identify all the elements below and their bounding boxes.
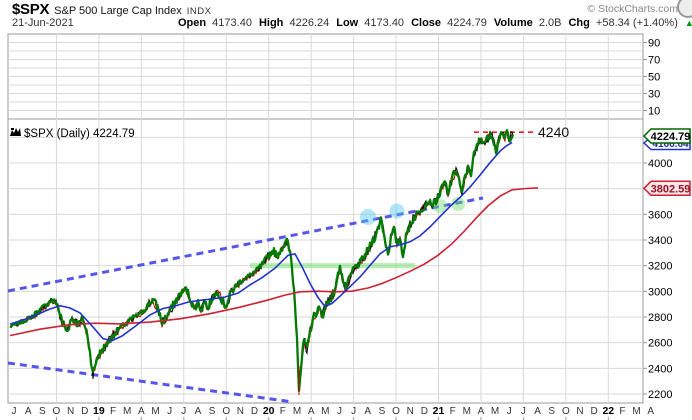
price-level-label: 4240 [538, 124, 569, 140]
svg-text:70: 70 [648, 55, 660, 67]
symbol-label[interactable]: $SPX [12, 1, 50, 18]
svg-text:M: M [491, 406, 499, 417]
svg-text:S: S [548, 406, 555, 417]
svg-text:21: 21 [433, 405, 445, 417]
quote-row: 21-Jun-2021 Open 4173.40 High 4226.24 Low 4… [12, 17, 692, 32]
svg-text:4000: 4000 [648, 158, 672, 170]
svg-text:J: J [167, 406, 172, 417]
svg-text:N: N [67, 406, 74, 417]
svg-text:A: A [25, 406, 32, 417]
svg-text:3802.59: 3802.59 [651, 183, 691, 195]
axis-callout-last-price: 4224.79 [642, 128, 691, 144]
upper-broadening-line [7, 196, 484, 293]
svg-text:D: D [251, 406, 258, 417]
svg-text:N: N [407, 406, 414, 417]
svg-text:M: M [151, 406, 159, 417]
axis-callout-ma200: 3802.59 [642, 180, 691, 197]
price-line [9, 129, 515, 393]
svg-text:F: F [280, 406, 286, 417]
change-up-icon: ▲ [684, 18, 692, 28]
svg-text:O: O [392, 406, 400, 417]
quote-date: 21-Jun-2021 [12, 17, 74, 29]
svg-text:3200: 3200 [648, 261, 672, 273]
svg-text:A: A [308, 406, 315, 417]
quote-close: Close 4224.79 [411, 17, 487, 29]
svg-text:F: F [450, 406, 456, 417]
svg-text:90: 90 [648, 38, 660, 50]
highlight-circle [451, 197, 465, 211]
quote-strip: Open 4173.40 High 4226.24 Low 4173.40 Close… [178, 17, 692, 29]
chart-title-group: $SPX (Daily) 4224.79 [10, 128, 135, 140]
axis-labels: 9070503010400038003600340032003000280026… [12, 38, 673, 418]
svg-text:3600: 3600 [648, 209, 672, 221]
svg-text:4224.79: 4224.79 [651, 131, 691, 143]
svg-text:30: 30 [648, 89, 660, 101]
svg-text:J: J [337, 406, 342, 417]
svg-text:O: O [562, 406, 570, 417]
stockcharts-logo-icon [677, 0, 692, 18]
quote-high: High 4226.24 [258, 17, 330, 29]
svg-text:2800: 2800 [648, 312, 672, 324]
highlight-circle [360, 209, 376, 225]
svg-text:19: 19 [93, 405, 105, 417]
chart-annotations: 4240 [7, 124, 569, 404]
svg-text:J: J [181, 406, 186, 417]
svg-text:S: S [379, 406, 386, 417]
svg-text:A: A [534, 406, 541, 417]
ma50-line [9, 141, 513, 342]
svg-text:D: D [591, 406, 598, 417]
svg-text:2400: 2400 [648, 363, 672, 375]
quote-volume: Volume 2.0B [493, 17, 562, 29]
svg-text:A: A [364, 406, 371, 417]
svg-text:20: 20 [263, 405, 275, 417]
svg-text:O: O [53, 406, 61, 417]
svg-text:D: D [421, 406, 428, 417]
svg-text:2600: 2600 [648, 338, 672, 350]
svg-text:J: J [521, 406, 526, 417]
highlight-circle [389, 203, 405, 219]
svg-text:F: F [619, 406, 625, 417]
svg-text:M: M [321, 406, 329, 417]
svg-text:22: 22 [602, 405, 614, 417]
svg-text:A: A [478, 406, 485, 417]
svg-text:A: A [647, 406, 654, 417]
svg-text:S: S [209, 406, 216, 417]
support-band [250, 263, 415, 269]
svg-text:A: A [138, 406, 145, 417]
chartbug-icon [10, 128, 21, 136]
svg-text:A: A [195, 406, 202, 417]
svg-text:O: O [222, 406, 230, 417]
svg-text:3000: 3000 [648, 286, 672, 298]
svg-text:M: M [632, 406, 640, 417]
svg-text:J: J [351, 406, 356, 417]
svg-text:10: 10 [648, 106, 660, 118]
svg-text:N: N [576, 406, 583, 417]
index-name: S&P 500 Large Cap Index [54, 5, 182, 17]
svg-text:S: S [39, 406, 46, 417]
chart-title: $SPX (Daily) 4224.79 [24, 128, 135, 140]
svg-text:4166.64: 4166.64 [652, 139, 689, 150]
chart-header: $SPX S&P 500 Large Cap Index INDX [12, 1, 212, 18]
svg-text:F: F [110, 406, 116, 417]
svg-text:M: M [463, 406, 471, 417]
svg-text:3400: 3400 [648, 235, 672, 247]
exchange-label: INDX [186, 6, 212, 17]
price-series [9, 128, 539, 396]
stockcharts-credit-link[interactable]: © StockCharts.com [587, 3, 678, 15]
svg-text:2200: 2200 [648, 389, 672, 401]
svg-text:J: J [12, 406, 17, 417]
svg-text:50: 50 [648, 72, 660, 84]
quote-chg: Chg +58.34 (+1.40%) [568, 17, 678, 29]
svg-text:N: N [237, 406, 244, 417]
svg-text:M: M [293, 406, 301, 417]
grid [7, 33, 644, 420]
quote-open: Open 4173.40 [178, 17, 252, 29]
quote-low: Low 4173.40 [336, 17, 405, 29]
svg-text:J: J [507, 406, 512, 417]
svg-text:M: M [123, 406, 131, 417]
svg-text:D: D [81, 406, 88, 417]
